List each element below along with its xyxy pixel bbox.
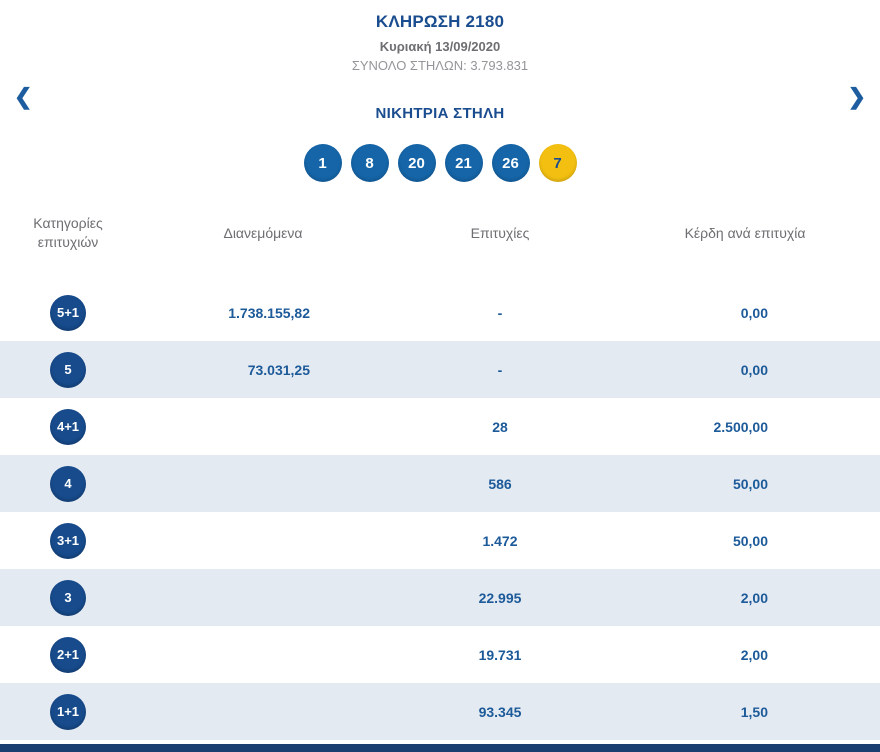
- category-badge: 5: [50, 351, 86, 388]
- column-header-categories: Κατηγορίες επιτυχιών: [33, 215, 103, 250]
- winning-number-ball: 1: [303, 144, 342, 182]
- table-row: 3+1 1.472 50,00: [0, 512, 880, 569]
- winners-cell: 93.345: [478, 703, 522, 720]
- distributed-cell: 1.738.155,82: [228, 304, 310, 321]
- draw-date: Κυριακή 13/09/2020: [379, 39, 501, 54]
- category-badge: 5+1: [50, 294, 86, 331]
- category-badge: 4+1: [50, 408, 86, 445]
- table-row: 4+1 28 2.500,00: [0, 398, 880, 455]
- column-header-distributed: Διανεμόμενα: [223, 225, 303, 241]
- category-cell: 5+1: [0, 294, 136, 331]
- category-cell: 3: [0, 579, 136, 616]
- winning-number-ball: 8: [350, 144, 389, 182]
- table-header-row: Κατηγορίες επιτυχιών Διανεμόμενα Επιτυχί…: [0, 182, 880, 284]
- prize-cell: 1,50: [740, 703, 768, 720]
- table-row: 4 586 50,00: [0, 455, 880, 512]
- category-badge: 3: [50, 579, 86, 616]
- draw-header: ΚΛΗΡΩΣΗ 2180 Κυριακή 13/09/2020 ΣΥΝΟΛΟ Σ…: [0, 0, 880, 73]
- column-header-prize: Κέρδη ανά επιτυχία: [684, 225, 806, 241]
- table-row: 2+1 19.731 2,00: [0, 626, 880, 683]
- winning-number-ball: 26: [491, 144, 530, 182]
- category-cell: 4: [0, 465, 136, 502]
- winners-cell: 22.995: [478, 589, 522, 606]
- category-cell: 5: [0, 351, 136, 388]
- table-body: 5+1 1.738.155,82 - 0,00 5 73.031,25 - 0,00 4+1 28…: [0, 284, 880, 740]
- prize-cell: 2,00: [740, 589, 768, 606]
- prize-cell: 50,00: [732, 475, 768, 492]
- category-badge: 3+1: [50, 522, 86, 559]
- prize-cell: 2,00: [740, 646, 768, 663]
- table-row: 1+1 93.345 1,50: [0, 683, 880, 740]
- page-title: ΚΛΗΡΩΣΗ 2180: [375, 12, 505, 31]
- results-table: Κατηγορίες επιτυχιών Διανεμόμενα Επιτυχί…: [0, 182, 880, 740]
- winners-cell: 19.731: [478, 646, 522, 663]
- winning-column-title: ΝΙΚΗΤΡΙΑ ΣΤΗΛΗ: [375, 105, 505, 122]
- winners-cell: 1.472: [482, 532, 518, 549]
- winning-number-ball: 20: [397, 144, 436, 182]
- prize-cell: 0,00: [740, 304, 768, 321]
- category-badge: 4: [50, 465, 86, 502]
- winners-cell: -: [497, 304, 503, 321]
- prize-cell: 50,00: [732, 532, 768, 549]
- distributed-cell: 73.031,25: [247, 361, 310, 378]
- winning-number-ball: 21: [444, 144, 483, 182]
- prize-cell: 0,00: [740, 361, 768, 378]
- joker-number-ball: 7: [538, 144, 577, 182]
- columns-total: ΣΥΝΟΛΟ ΣΤΗΛΩΝ: 3.793.831: [351, 58, 529, 73]
- winners-cell: 28: [492, 418, 508, 435]
- winning-numbers: 1 8 20 21 26 7: [0, 144, 880, 182]
- category-cell: 2+1: [0, 636, 136, 673]
- category-cell: 1+1: [0, 693, 136, 730]
- next-draw-button[interactable]: ❯: [847, 84, 866, 109]
- winners-cell: 586: [488, 475, 512, 492]
- column-header-winners: Επιτυχίες: [470, 225, 530, 241]
- prize-cell: 2.500,00: [713, 418, 769, 435]
- table-row: 3 22.995 2,00: [0, 569, 880, 626]
- table-row: 5 73.031,25 - 0,00: [0, 341, 880, 398]
- winners-cell: -: [497, 361, 503, 378]
- category-badge: 1+1: [50, 693, 86, 730]
- previous-draw-button[interactable]: ❮: [14, 84, 33, 109]
- footer-bar: [0, 744, 880, 752]
- table-row: 5+1 1.738.155,82 - 0,00: [0, 284, 880, 341]
- category-cell: 4+1: [0, 408, 136, 445]
- category-cell: 3+1: [0, 522, 136, 559]
- category-badge: 2+1: [50, 636, 86, 673]
